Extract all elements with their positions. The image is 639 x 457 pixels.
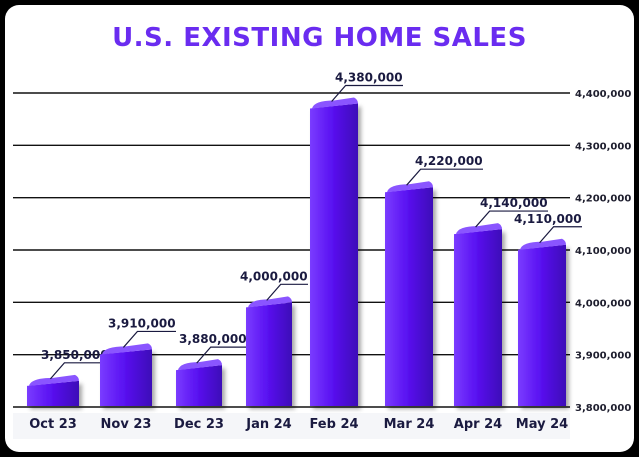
bar [518,244,566,406]
category-band [13,413,570,439]
data-label-leader [539,226,582,244]
bar-chart: 3,800,000 3,900,000 4,000,000 4,100,000 4,20… [13,70,631,439]
data-label-leader [49,362,109,380]
x-category-label: Nov 23 [101,417,152,432]
bar [454,229,502,406]
data-label-leader [122,330,176,348]
bar [246,302,292,406]
data-label-leader [196,346,247,364]
y-tick-label: 3,800,000 [575,403,631,414]
bar-top [456,223,502,235]
bar-top [520,238,566,250]
x-category-label: Oct 23 [29,417,77,432]
data-label: 3,850,000 [41,348,109,362]
x-category-label: Jan 24 [245,417,291,432]
bars: 3,850,000 Oct 23 3,910,000 Nov 23 3,880,000 D… [27,70,582,432]
y-tick-label: 4,200,000 [575,194,631,205]
y-tick-label: 3,900,000 [575,351,631,362]
y-tick-label: 4,000,000 [575,298,631,309]
x-category-label: Mar 24 [384,417,435,432]
y-tick-label: 4,400,000 [575,89,631,100]
data-label: 3,880,000 [179,332,247,346]
bar-top [312,97,358,109]
data-label-leader [475,210,548,228]
y-tick-label: 4,100,000 [575,246,631,257]
x-category-label: Apr 24 [454,417,502,432]
x-category-label: May 24 [516,417,568,432]
data-label: 4,140,000 [480,196,548,210]
y-tick-label: 4,300,000 [575,141,631,152]
bar [176,365,222,406]
bar [310,103,358,406]
bar-top [29,374,79,386]
chart-card: U.S. EXISTING HOME SALES 3,800,000 3,900,… [5,5,634,452]
data-label: 3,910,000 [108,316,176,330]
chart-title: U.S. EXISTING HOME SALES [112,23,527,53]
data-label: 4,380,000 [335,70,403,84]
data-label: 4,000,000 [240,269,308,283]
bar-top [248,296,292,308]
data-label: 4,110,000 [514,212,582,226]
x-category-label: Feb 24 [309,417,358,432]
data-label: 4,220,000 [415,154,483,168]
bar [27,380,79,406]
bar-top [387,181,433,193]
data-label-leader [266,283,308,301]
bar [100,349,152,406]
bar-top [178,359,222,371]
bar-top [102,343,152,355]
data-label-leader [406,168,483,186]
bar [385,187,433,406]
gridlines: 3,800,000 3,900,000 4,000,000 4,100,000 4,20… [13,89,631,414]
x-category-label: Dec 23 [174,417,224,432]
data-label-leader [331,84,403,102]
